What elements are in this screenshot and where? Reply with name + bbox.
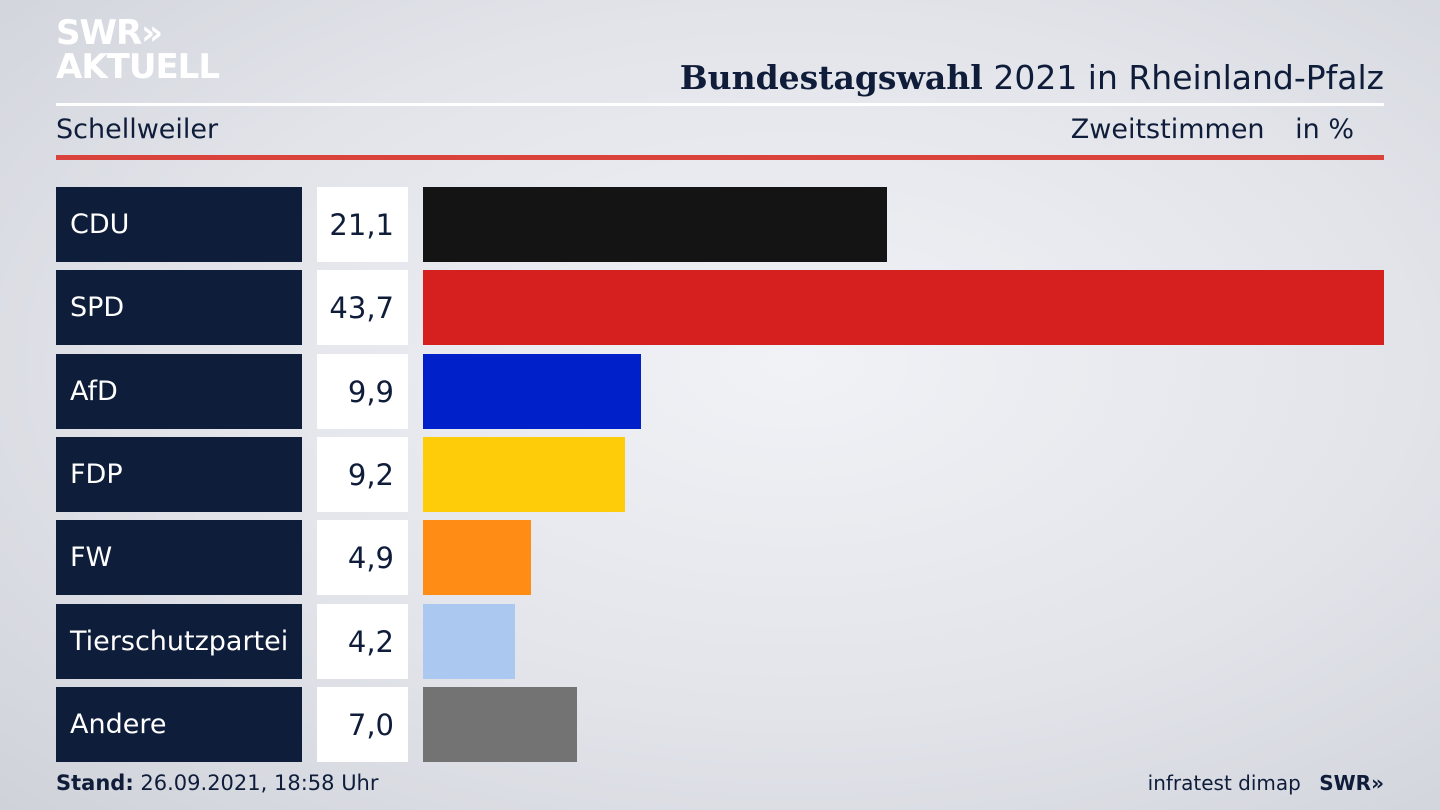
bar-row: SPD 43,7 — [0, 270, 1440, 345]
logo-line-2: AKTUELL — [56, 47, 220, 87]
bar — [423, 687, 577, 762]
party-label: Tierschutzpartei — [56, 604, 302, 679]
value-label: 9,2 — [317, 437, 408, 512]
logo-line-1: SWR» — [56, 13, 163, 53]
value-label: 7,0 — [317, 687, 408, 762]
timestamp-label: Stand: — [56, 771, 134, 795]
vote-type-label: Zweitstimmen in % — [1071, 114, 1354, 145]
value-label: 9,9 — [317, 354, 408, 429]
swr-brand-mark: SWR» — [1319, 771, 1384, 795]
party-label: FDP — [56, 437, 302, 512]
source-label: infratest dimap — [1147, 771, 1301, 795]
header-divider — [56, 103, 1384, 106]
bar-row: Andere 7,0 — [0, 687, 1440, 762]
chart-title-bold: Bundestagswahl — [679, 58, 983, 97]
party-label: AfD — [56, 354, 302, 429]
swr-aktuell-logo: SWR» AKTUELL — [56, 13, 220, 87]
chart-title: Bundestagswahl 2021 in Rheinland-Pfalz — [680, 58, 1384, 97]
bar — [423, 187, 887, 262]
bar-row: CDU 21,1 — [0, 187, 1440, 262]
source-credit: infratest dimap SWR» — [1148, 771, 1384, 795]
vote-type: Zweitstimmen — [1070, 114, 1265, 145]
party-label: FW — [56, 520, 302, 595]
bar-row: FW 4,9 — [0, 520, 1440, 595]
bar — [423, 270, 1384, 345]
value-label: 43,7 — [317, 270, 408, 345]
bar-row: FDP 9,2 — [0, 437, 1440, 512]
bar — [423, 354, 641, 429]
bar — [423, 520, 531, 595]
timestamp-value: 26.09.2021, 18:58 Uhr — [140, 771, 379, 795]
timestamp: Stand: 26.09.2021, 18:58 Uhr — [56, 771, 379, 795]
value-label: 4,9 — [317, 520, 408, 595]
bar-row: AfD 9,9 — [0, 354, 1440, 429]
location-label: Schellweiler — [56, 114, 219, 145]
party-label: Andere — [56, 687, 302, 762]
bar — [423, 604, 515, 679]
bar — [423, 437, 625, 512]
accent-divider — [56, 155, 1384, 160]
unit-label: in % — [1295, 114, 1354, 145]
party-label: SPD — [56, 270, 302, 345]
bar-row: Tierschutzpartei 4,2 — [0, 604, 1440, 679]
chart-title-rest: 2021 in Rheinland-Pfalz — [993, 58, 1384, 97]
value-label: 4,2 — [317, 604, 408, 679]
party-label: CDU — [56, 187, 302, 262]
value-label: 21,1 — [317, 187, 408, 262]
